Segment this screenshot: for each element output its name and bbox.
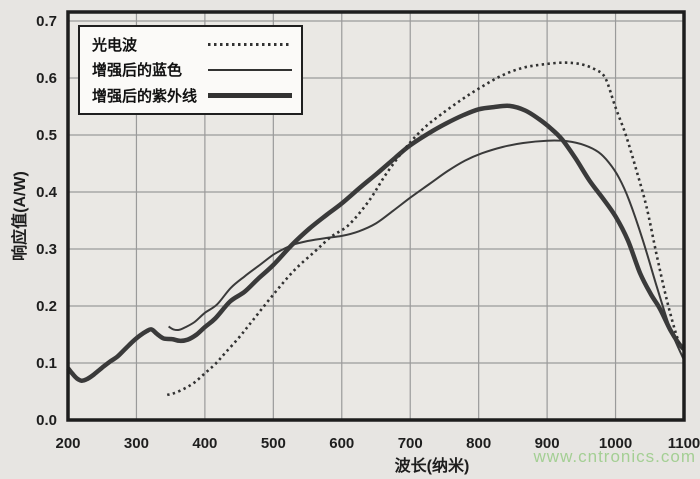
- x-tick-label: 700: [398, 435, 423, 452]
- series-solid-thick: [66, 103, 686, 383]
- y-tick-label: 0.1: [36, 355, 57, 372]
- legend-item: 光电波: [92, 34, 292, 55]
- legend-item: 增强后的蓝色: [92, 59, 292, 80]
- legend-line-sample-dotted: [208, 43, 292, 47]
- y-axis-label: 响应值(A/W): [12, 171, 29, 261]
- x-axis-label: 波长(纳米): [394, 458, 470, 475]
- legend-label-enhanced-uv: 增强后的紫外线: [92, 87, 198, 105]
- watermark: www.cntronics.com: [533, 447, 696, 466]
- x-tick-label: 300: [124, 435, 149, 452]
- y-tick-label: 0.7: [36, 13, 57, 30]
- legend-item: 增强后的紫外线: [92, 85, 292, 106]
- y-tick-label: 0.0: [36, 412, 57, 429]
- x-tick-label: 200: [55, 435, 80, 452]
- legend-line-sample-thick: [208, 92, 292, 98]
- legend-label-photowave: 光电波: [92, 37, 138, 55]
- x-tick-label: 600: [329, 435, 354, 452]
- x-tick-label: 900: [535, 435, 560, 452]
- series-solid-thin: [168, 139, 685, 361]
- y-tick-label: 0.5: [36, 127, 57, 144]
- x-tick-label: 1100: [668, 435, 700, 452]
- plot-border: [66, 10, 686, 422]
- y-tick-label: 0.2: [36, 298, 57, 315]
- legend-line-sample-thin: [208, 68, 292, 71]
- y-tick-label: 0.3: [36, 241, 57, 258]
- y-tick-label: 0.6: [36, 70, 57, 87]
- x-tick-label: 800: [466, 435, 491, 452]
- legend: 光电波 增强后的蓝色 增强后的紫外线: [78, 25, 303, 115]
- x-tick-label: 1000: [599, 435, 632, 452]
- legend-label-enhanced-blue: 增强后的蓝色: [92, 62, 183, 80]
- x-tick-label: 400: [192, 435, 217, 452]
- x-tick-label: 500: [261, 435, 286, 452]
- y-tick-label: 0.4: [36, 184, 58, 201]
- series-dotted: [166, 61, 686, 397]
